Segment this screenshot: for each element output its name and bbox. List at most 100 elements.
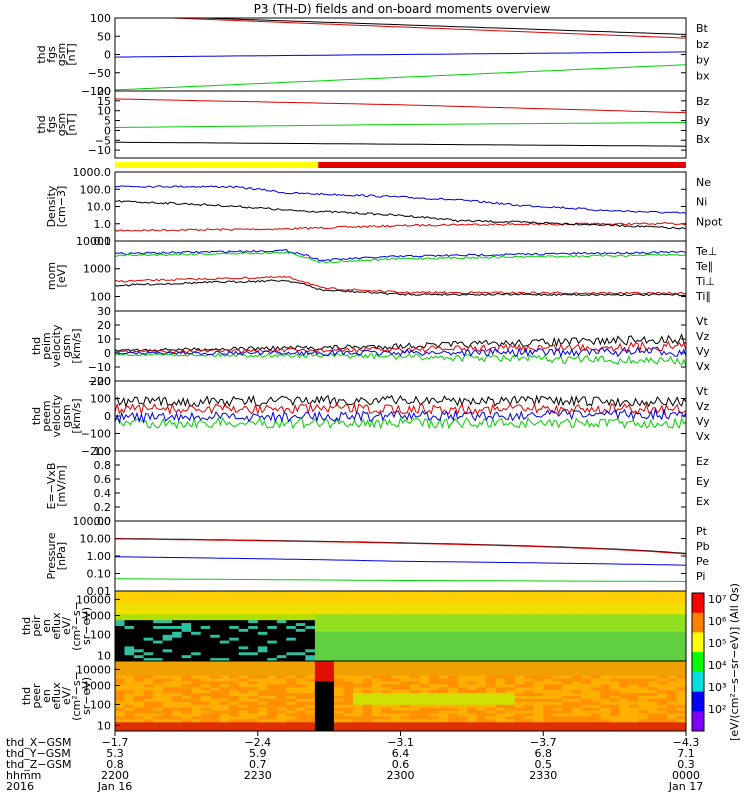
legend-temperature-Te∥: Te∥ xyxy=(695,260,713,273)
x-tick-label: 0.3 xyxy=(677,758,695,771)
series-peim_velocity-Vx xyxy=(115,346,687,358)
y-axis-label: velocity xyxy=(50,324,63,367)
x-tick-label: 2330 xyxy=(529,769,557,782)
legend-peem_velocity-Vx: Vx xyxy=(696,430,711,443)
series-pressure-Pe xyxy=(115,578,687,582)
legend-pressure-Pt: Pt xyxy=(696,525,708,538)
tick-label: 0 xyxy=(104,49,111,62)
x-tick-label: 0.5 xyxy=(535,758,553,771)
y-axis-label: [mV/m] xyxy=(55,465,68,506)
legend-peem_velocity-Vz: Vz xyxy=(696,400,710,413)
legend-fgs_gsm-bx: bx xyxy=(696,69,710,82)
y-axis-label: [nT] xyxy=(65,113,78,135)
series-pressure-Pb xyxy=(114,538,687,555)
legend-fgs_gsm-Bt: Bt xyxy=(696,22,709,35)
tick-label: 1000 xyxy=(83,610,111,623)
y-axis-label: (cm²−s− xyxy=(70,671,83,721)
legend-peim_velocity-Vy: Vy xyxy=(696,345,710,358)
y-axis-label: [km/s] xyxy=(70,398,83,433)
series-fgs_dsl-Bz xyxy=(114,98,687,114)
colorbar-swatch xyxy=(692,652,704,673)
panel-peer_eflux: 10000 1000 100 10 thdpeerenefluxeV/(cm²−s−sr… xyxy=(20,660,687,732)
colorbar-tick: 10⁵ xyxy=(708,637,726,650)
legend-peem_velocity-Vy: Vy xyxy=(696,415,710,428)
legend-density-Ne: Ne xyxy=(696,176,711,189)
y-axis-label: [km/s] xyxy=(70,328,83,363)
y-axis-label: peir xyxy=(30,615,43,637)
series-fgs_dsl-Bx xyxy=(114,141,687,147)
y-axis-label: gsm xyxy=(60,334,73,357)
series-fgs_gsm-bx xyxy=(114,51,687,58)
colorbar-tick: 10³ xyxy=(708,681,726,694)
x-tick-label: 7.1 xyxy=(677,747,695,760)
colorbar-swatch xyxy=(692,632,704,653)
colorbar-swatch xyxy=(692,612,704,633)
y-axis-label: thd xyxy=(30,337,43,355)
panel-pressure: 100.00 10.00 1.00 0.10 0.01 Pt Pb Pe Pi Pressure[… xyxy=(45,515,710,598)
x-axis: thd_X−GSMthd_Y−GSMthd_Z−GSMhhmm2016−1.75… xyxy=(6,731,703,793)
series-temperature-Te⊥ xyxy=(114,275,687,295)
mode-bar-yellow xyxy=(115,162,319,168)
tick-label: 0.10 xyxy=(87,568,112,581)
colorbar-swatch xyxy=(692,593,704,614)
panel-efield: 1.00.80.60.40.20.0 Ez Ey Ex E=−VxB[mV/m] xyxy=(45,445,710,528)
y-axis-label: velocity xyxy=(50,394,63,437)
legend-peim_velocity-Vt: Vt xyxy=(696,315,709,328)
tick-label: 0.1 xyxy=(94,235,112,248)
tick-label: 1000 xyxy=(83,680,111,693)
tick-label: 1000.0 xyxy=(73,166,112,179)
x-tick-label: 0.7 xyxy=(249,758,267,771)
colorbar: 10⁷ 10⁶ 10⁵ 10⁴ 10³ 10² [eV/(cm²−s−sr−eV)] (Al… xyxy=(691,583,741,741)
tick-label: 20 xyxy=(97,319,111,332)
y-axis-label: peim xyxy=(40,332,53,360)
tick-label: −200 xyxy=(81,445,111,458)
tick-label: 0.01 xyxy=(87,585,112,598)
tick-label: 100 xyxy=(90,628,111,641)
legend-density-Ni: Ni xyxy=(696,196,707,209)
colorbar-swatch xyxy=(692,671,704,693)
panel-temperature: 10000 1000 100 Te⊥ Te∥ Ti⊥ Ti∥ mom[eV] xyxy=(45,235,717,312)
tick-label: −50 xyxy=(88,67,111,80)
legend-pressure-Pb: Pb xyxy=(696,540,710,553)
tick-label: 0 xyxy=(104,347,111,360)
x-tick-label: 0.6 xyxy=(392,758,410,771)
colorbar-tick: 10⁶ xyxy=(708,615,727,628)
tick-label: 100 xyxy=(90,290,111,303)
series-peem_velocity-Vx xyxy=(114,407,687,425)
y-axis-label: eV/ xyxy=(60,617,73,635)
y-axis-label: mom xyxy=(45,262,58,290)
y-axis-label: [eV] xyxy=(55,265,68,288)
y-axis-label: Density xyxy=(45,185,58,227)
y-axis-label: [cm−3] xyxy=(55,186,68,228)
ephemeris-label: 2016 xyxy=(6,780,34,793)
ephemeris-label: thd_Z−GSM xyxy=(6,758,72,771)
panels: 100500−50−100Btbzbybxthdfgsgsm[nT]201510… xyxy=(20,12,723,732)
series-pressure-Pt xyxy=(114,538,687,554)
ephemeris-label: hhmm xyxy=(6,769,41,782)
tick-label: 50 xyxy=(97,30,111,43)
x-tick-label: 5.9 xyxy=(249,747,267,760)
tick-label: 10 xyxy=(97,649,111,662)
tick-label: −100 xyxy=(81,428,111,441)
tick-label: 10000 xyxy=(76,593,111,606)
x-tick-label: 2300 xyxy=(387,769,415,782)
y-axis-label: thd xyxy=(20,617,33,635)
legend-pressure-Pe: Pe xyxy=(696,555,709,568)
tick-label: −20 xyxy=(88,375,111,388)
spectrogram-peer_eflux xyxy=(115,661,687,732)
y-axis-label: Pressure xyxy=(45,532,58,579)
y-axis-label: peer xyxy=(30,683,43,709)
tick-label: −10 xyxy=(88,144,111,157)
legend-density-Npot: Npot xyxy=(696,215,723,228)
tick-label: −100 xyxy=(81,85,111,98)
legend-fgs_dsl-Bx: Bx xyxy=(696,133,711,146)
y-axis-label: [nPa] xyxy=(55,542,68,570)
tick-label: 1.0 xyxy=(94,445,112,458)
tick-label: 10.0 xyxy=(87,201,112,214)
y-axis-label: thd xyxy=(30,407,43,425)
tick-label: 0.2 xyxy=(94,501,112,514)
series-pressure-Pi xyxy=(114,556,687,566)
x-tick-label: −3.1 xyxy=(387,736,414,749)
colorbar-tick: 10² xyxy=(708,703,726,716)
